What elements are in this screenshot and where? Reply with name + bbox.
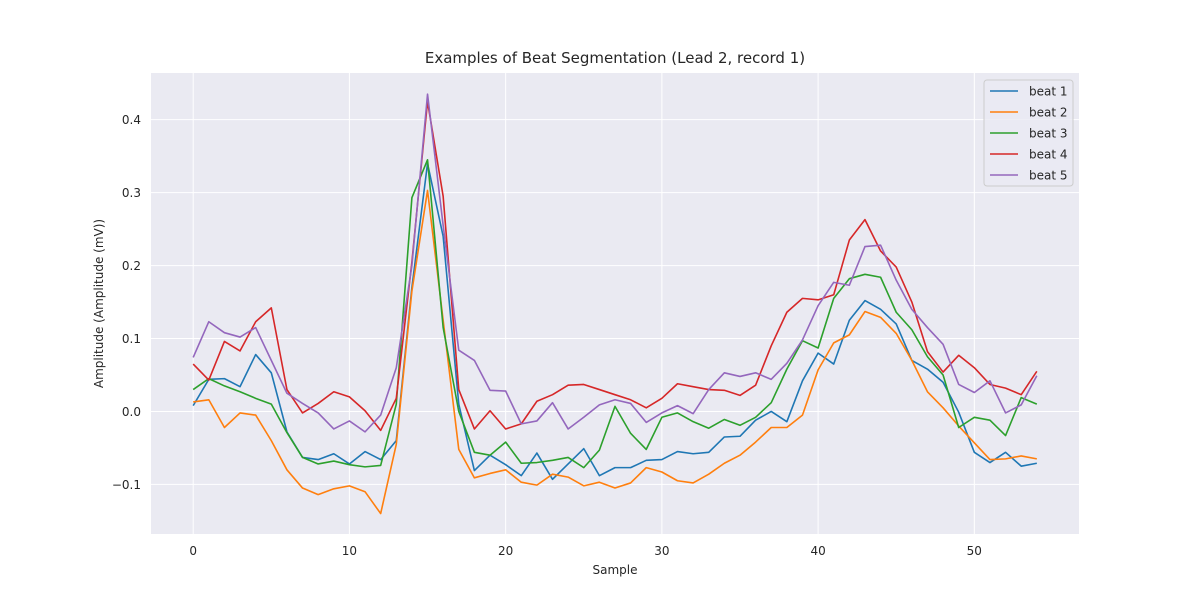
legend-label: beat 5 (1029, 169, 1068, 183)
series-line-beat-3 (192, 159, 1038, 469)
x-tick-labels: 0 10 20 30 40 50 (189, 544, 982, 558)
y-tick-label: 0.3 (122, 186, 141, 200)
plot-area (151, 73, 1079, 534)
legend-label: beat 4 (1029, 148, 1068, 162)
y-tick-label: −0.1 (112, 478, 141, 492)
y-tick-label: 0.0 (122, 405, 141, 419)
x-axis-label: Sample (593, 563, 638, 577)
chart-title: Examples of Beat Segmentation (Lead 2, r… (425, 49, 805, 67)
x-tick-label: 20 (498, 544, 513, 558)
series-line-beat-2 (193, 189, 1037, 515)
y-tick-label: 0.1 (122, 332, 141, 346)
series-lines (192, 93, 1038, 515)
series-line-beat-4 (192, 100, 1038, 432)
x-tick-label: 50 (967, 544, 982, 558)
y-tick-labels: −0.1 0.0 0.1 0.2 0.3 0.4 (112, 113, 141, 492)
legend-label: beat 1 (1029, 85, 1068, 99)
x-tick-label: 40 (810, 544, 825, 558)
x-tick-label: 10 (342, 544, 357, 558)
series-line-beat-1 (192, 162, 1037, 481)
legend: beat 1 beat 2 beat 3 beat 4 beat 5 (983, 79, 1074, 187)
x-tick-label: 30 (654, 544, 669, 558)
legend-label: beat 2 (1029, 106, 1068, 120)
x-tick-label: 0 (189, 544, 197, 558)
legend-box (983, 79, 1074, 187)
y-axis-label: Amplitude (Amplitude (mV)) (92, 219, 106, 388)
series-line-beat-5 (192, 93, 1038, 433)
y-tick-label: 0.4 (122, 113, 141, 127)
y-tick-label: 0.2 (122, 259, 141, 273)
legend-label: beat 3 (1029, 127, 1068, 141)
